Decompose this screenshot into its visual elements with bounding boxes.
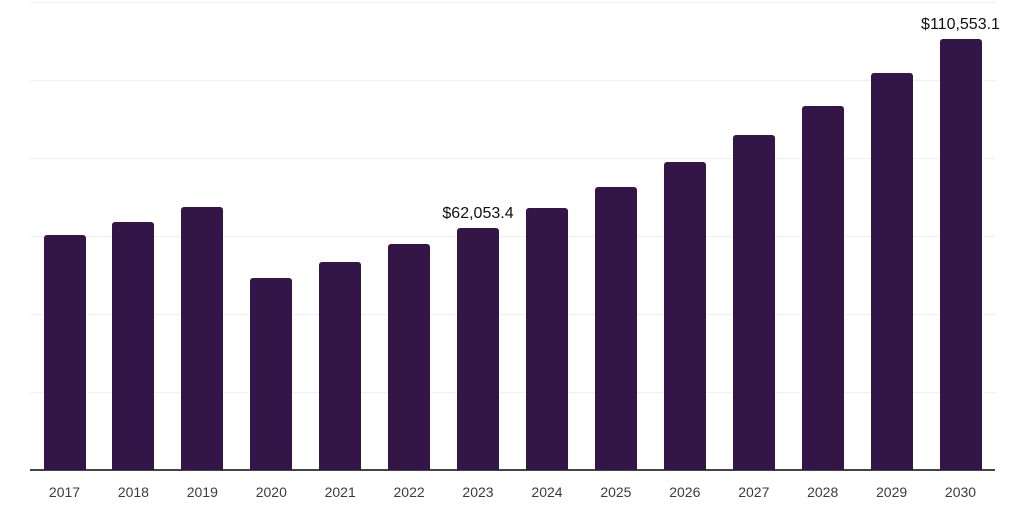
x-tick-label-2025: 2025 [600, 484, 632, 500]
bar-2025 [594, 186, 637, 470]
bar-2021 [319, 262, 362, 470]
x-tick-label-2020: 2020 [255, 484, 287, 500]
x-tick-label-2026: 2026 [669, 484, 701, 500]
gridline [30, 236, 995, 237]
x-tick-label-2023: 2023 [462, 484, 494, 500]
gridline [30, 314, 995, 315]
bar-2028 [801, 105, 844, 470]
x-tick-label-2030: 2030 [944, 484, 977, 500]
x-tick-label-2024: 2024 [531, 484, 563, 500]
gridline [30, 392, 995, 393]
gridline [30, 80, 995, 81]
bar-2024 [526, 207, 568, 470]
x-tick-label-2028: 2028 [807, 484, 839, 500]
gridline [30, 158, 995, 159]
x-tick-label-2029: 2029 [876, 484, 908, 500]
bar-2017 [43, 235, 86, 470]
x-tick-label-2017: 2017 [48, 484, 81, 500]
x-tick-label-2022: 2022 [393, 484, 425, 500]
x-tick-label-2027: 2027 [738, 484, 770, 500]
x-tick-label-2019: 2019 [186, 484, 218, 500]
bar-2020 [250, 277, 293, 470]
x-axis-line [30, 469, 995, 471]
bar-2026 [663, 161, 706, 470]
data-label-2023: $62,053.4 [442, 205, 514, 222]
x-tick-label-2021: 2021 [324, 484, 356, 500]
bar-2018 [112, 222, 155, 470]
bar-2019 [181, 206, 224, 471]
x-tick-label-2018: 2018 [117, 484, 149, 500]
bar-2027 [732, 135, 775, 470]
bar-2022 [388, 244, 431, 470]
bar-2030 [939, 38, 982, 470]
gridline [30, 2, 995, 3]
data-label-2030: $110,553.1 [921, 15, 1000, 33]
bar-2029 [870, 72, 913, 470]
bar-2023 [457, 228, 499, 470]
